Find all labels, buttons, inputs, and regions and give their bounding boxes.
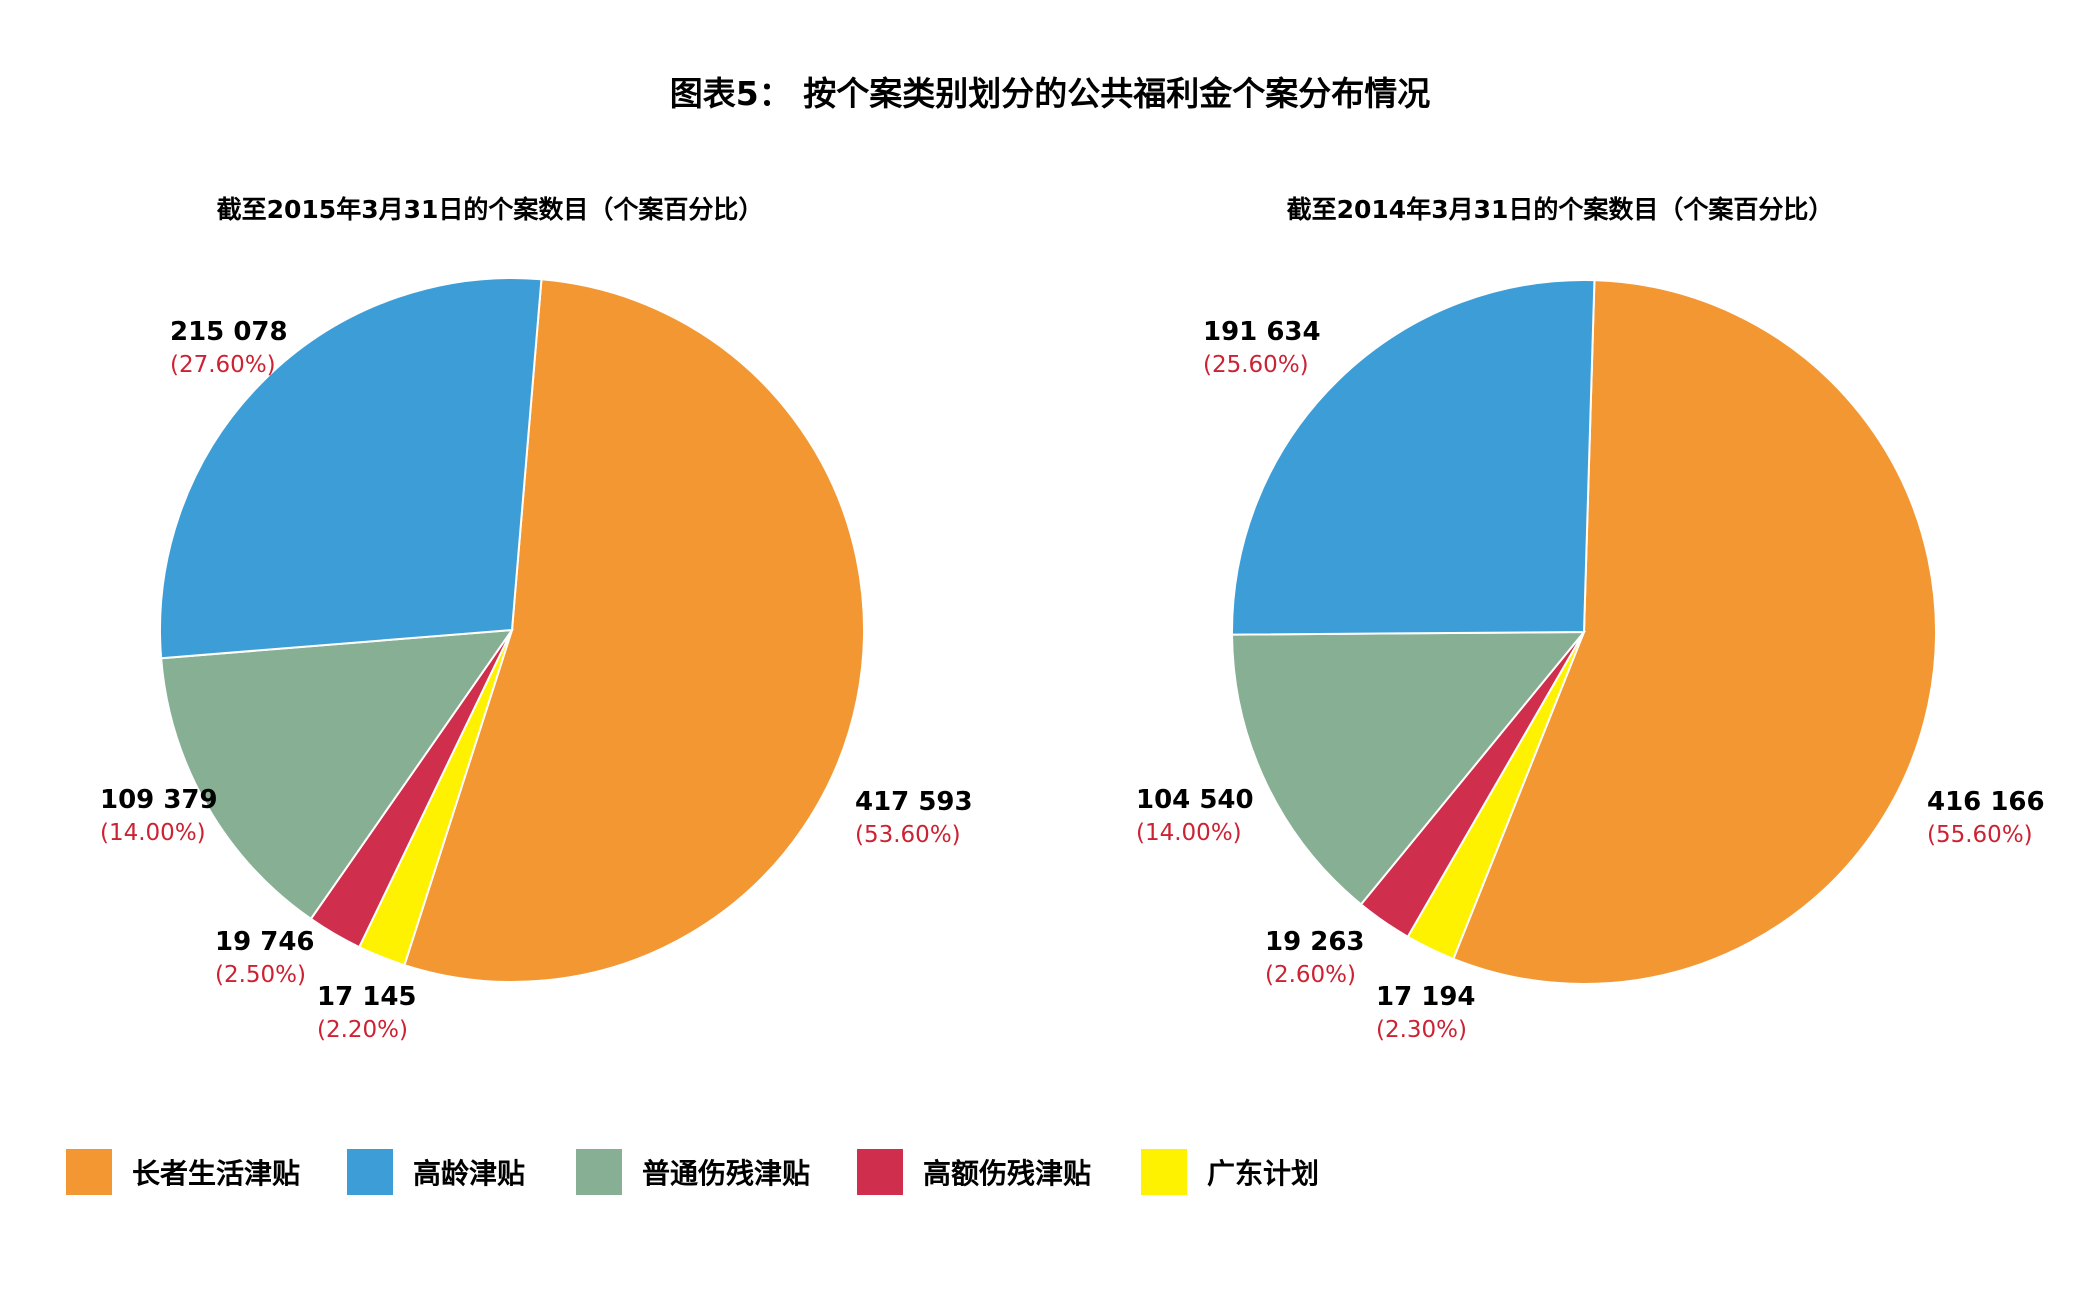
legend: 长者生活津贴 高龄津贴 普通伤残津贴 高额伤残津贴 广东计划 [66, 1149, 1319, 1195]
legend-label-guangdong-scheme: 广东计划 [1207, 1157, 1319, 1190]
pie-2014-percent-label-higher-disability-allowance: (2.60%) [1265, 962, 1356, 988]
pie-2015-slices [159, 276, 865, 983]
pie-2015-count-label-normal-disability-allowance: 109 379 [100, 785, 218, 815]
pie-2015-labels: 417 593 (53.60%) 215 078 (27.60%) 109 379 (14… [100, 317, 973, 1043]
legend-swatch-advanced-age-allowance [347, 1149, 393, 1195]
pie-2015-subtitle: 截至2015年3月31日的个案数目（个案百分比） [217, 195, 764, 224]
legend-swatch-normal-disability-allowance [576, 1149, 622, 1195]
pie-2014-percent-label-guangdong-scheme: (2.30%) [1376, 1017, 1467, 1043]
pie-2015-count-label-higher-disability-allowance: 19 746 [215, 927, 315, 957]
pie-2014-count-label-elderly-living-allowance: 416 166 [1927, 787, 2045, 817]
pie-chart-2014: 截至2014年3月31日的个案数目（个案百分比） 416 166 (55.60%)… [1136, 195, 2045, 1043]
pie-2014-percent-label-normal-disability-allowance: (14.00%) [1136, 820, 1242, 846]
pie-2014-labels: 416 166 (55.60%) 191 634 (25.60%) 104 540 (14… [1136, 317, 2045, 1043]
pie-2015-slice-elderly-living-allowance [403, 278, 865, 983]
pie-2014-slice-elderly-living-allowance [1452, 279, 1937, 985]
pie-2014-slice-normal-disability-allowance [1231, 630, 1587, 906]
pie-2015-count-label-elderly-living-allowance: 417 593 [855, 787, 973, 817]
pie-2015-count-label-guangdong-scheme: 17 145 [317, 982, 417, 1012]
legend-label-elderly-living-allowance: 长者生活津贴 [132, 1157, 300, 1190]
pie-2015-percent-label-elderly-living-allowance: (53.60%) [855, 822, 961, 848]
pie-chart-2015: 截至2015年3月31日的个案数目（个案百分比） 417 593 (53.60%)… [100, 195, 973, 1043]
pie-2015-percent-label-normal-disability-allowance: (14.00%) [100, 820, 206, 846]
pie-2014-percent-label-advanced-age-allowance: (25.60%) [1203, 352, 1309, 378]
legend-swatch-elderly-living-allowance [66, 1149, 112, 1195]
pie-2014-count-label-higher-disability-allowance: 19 263 [1265, 927, 1365, 957]
pie-2014-count-label-advanced-age-allowance: 191 634 [1203, 317, 1321, 347]
pie-2014-count-label-guangdong-scheme: 17 194 [1376, 982, 1476, 1012]
pie-2015-count-label-advanced-age-allowance: 215 078 [170, 317, 288, 347]
pie-2015-percent-label-advanced-age-allowance: (27.60%) [170, 352, 276, 378]
legend-swatch-higher-disability-allowance [857, 1149, 903, 1195]
legend-label-advanced-age-allowance: 高龄津贴 [413, 1157, 525, 1190]
pie-2014-slice-advanced-age-allowance [1231, 279, 1596, 636]
pie-2015-slice-advanced-age-allowance [159, 276, 543, 660]
pie-2015-percent-label-higher-disability-allowance: (2.50%) [215, 962, 306, 988]
legend-label-higher-disability-allowance: 高额伤残津贴 [923, 1157, 1091, 1190]
legend-swatch-guangdong-scheme [1141, 1149, 1187, 1195]
pie-2014-percent-label-elderly-living-allowance: (55.60%) [1927, 822, 2033, 848]
pie-2014-count-label-normal-disability-allowance: 104 540 [1136, 785, 1254, 815]
figure-title: 图表5： 按个案类别划分的公共福利金个案分布情况 [670, 74, 1430, 113]
pie-2014-subtitle: 截至2014年3月31日的个案数目（个案百分比） [1287, 195, 1834, 224]
pie-2015-slice-normal-disability-allowance [160, 628, 515, 921]
pie-2014-slices [1231, 279, 1937, 985]
legend-label-normal-disability-allowance: 普通伤残津贴 [642, 1157, 810, 1190]
pie-2015-percent-label-guangdong-scheme: (2.20%) [317, 1017, 408, 1043]
